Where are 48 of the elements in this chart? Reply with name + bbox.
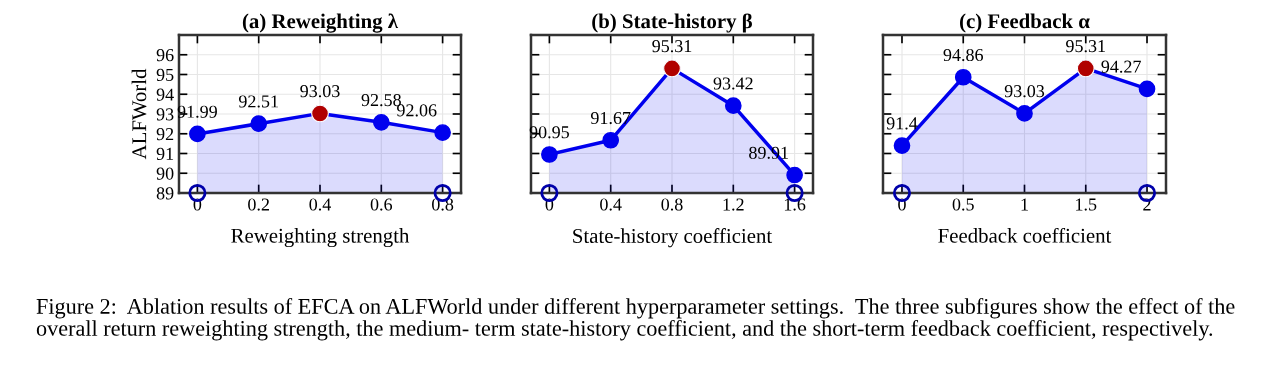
chart-title: (a) Reweighting λ (242, 13, 399, 33)
x-tick-label: 1.6 (784, 198, 806, 211)
point (1016, 105, 1033, 122)
point (602, 131, 620, 149)
point (372, 113, 390, 131)
point (786, 166, 803, 184)
point (724, 97, 742, 115)
x-tick-label: 0.4 (600, 198, 622, 211)
point (954, 68, 972, 86)
chart-title: (c) Feedback α (960, 13, 1090, 33)
data-label: 92.51 (238, 95, 278, 108)
y-tick-label: 89 (156, 187, 174, 200)
x-tick-label: 0.8 (432, 198, 454, 211)
y-tick-label: 91 (156, 147, 174, 160)
point (893, 137, 911, 154)
x-tick-label: 1.5 (1076, 198, 1097, 211)
y-axis-title: ALFWorld (131, 68, 147, 160)
y-tick-label: 92 (156, 128, 174, 141)
data-label: 93.03 (1004, 85, 1045, 98)
y-tick-label: 94 (156, 88, 174, 101)
x-axis-title: Reweighting strength (231, 228, 410, 248)
point (189, 125, 206, 143)
data-label: 94.27 (1101, 60, 1141, 73)
data-label: 95.31 (652, 40, 692, 53)
data-label: 93.03 (300, 85, 340, 98)
x-tick-label: 0.5 (952, 198, 974, 211)
data-label: 93.42 (713, 77, 753, 90)
data-label: 94.86 (943, 48, 984, 62)
x-tick-label: 0.6 (370, 198, 393, 211)
x-tick-label: 0.8 (661, 198, 683, 211)
x-tick-label: 0.4 (309, 198, 331, 211)
point (250, 115, 268, 133)
caption: Figure 2: Ablation results of EFCA on ALFWorld under different hyperparameter settings. The three subfigures show the effect of the overall return reweighting strength, the medium- term state-history coefficient, and the short-term feedback coefficient, respectively. (36, 298, 1235, 341)
x-tick-label: 0.2 (248, 198, 269, 211)
y-tick-label: 96 (156, 49, 174, 62)
x-tick-label: 1 (1021, 198, 1028, 211)
x-axis-title: Feedback coefficient (938, 227, 1112, 243)
y-tick-label: 90 (156, 167, 174, 180)
data-label: 91.4 (886, 117, 918, 130)
x-tick-label: 1.2 (723, 198, 744, 211)
y-tick-label: 95 (156, 68, 174, 81)
point (434, 124, 451, 141)
x-axis-title: State-history coefficient (573, 228, 773, 248)
y-tick-label: 93 (156, 108, 174, 121)
point (1138, 80, 1156, 98)
chart-title: (b) State-history β (592, 13, 752, 33)
point (541, 146, 558, 163)
data-label: 95.31 (1066, 40, 1105, 53)
